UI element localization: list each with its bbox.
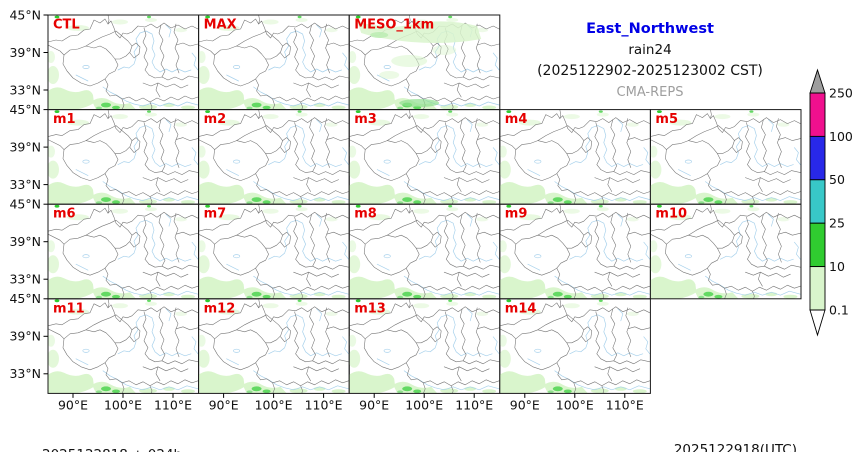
valid-period: (2025122902-2025123002 CST) [537,63,763,79]
panel-m1: m1 [47,109,200,205]
panel-label: m4 [505,112,528,127]
panel-label: MAX [204,18,237,33]
variable-title: rain24 [628,42,672,58]
y-tick-label: 45°N [9,197,41,212]
x-tick-label: 90°E [209,397,239,412]
panel-label: m2 [204,112,227,127]
y-tick-label: 45°N [9,102,41,117]
panel-m2: m2 [198,109,350,205]
colorbar-over-arrow [809,68,826,94]
init-times-block: 2025122818 + 024h 2025122902 + 024h [42,412,182,452]
x-tick-label: 100°E [405,397,443,412]
panel-m8: m8 [348,203,501,300]
y-tick-label: 33°N [9,272,41,287]
y-tick-label: 45°N [9,7,41,22]
valid-time-utc: 2025122918(UTC) [673,442,797,452]
panel-label: m11 [53,301,85,316]
panel-m14: m14 [499,298,651,394]
panel-m4: m4 [499,109,651,205]
colorbar-segment [809,222,826,268]
colorbar-under-arrow [809,309,826,337]
panel-label: m12 [204,301,236,316]
model-name: CMA-REPS [616,85,684,100]
panel-label: m8 [354,207,377,222]
y-tick-label: 39°N [9,234,41,249]
panel-m12: m12 [198,298,350,394]
x-tick-label: 100°E [104,397,142,412]
colorbar-tick-label: 25 [829,216,845,231]
panel-label: MESO_1km [354,18,434,33]
region-title: East_Northwest [586,21,714,37]
panel-CTL: CTL [47,14,200,111]
panel-label: m3 [354,112,377,127]
y-tick-label: 33°N [9,366,41,381]
colorbar-segment [809,266,826,311]
y-tick-label: 33°N [9,177,41,192]
x-tick-label: 110°E [154,397,192,412]
x-tick-label: 110°E [606,397,644,412]
panel-label: CTL [53,18,80,33]
panel-m7: m7 [198,203,350,300]
x-tick-label: 90°E [359,397,389,412]
colorbar-segment [809,179,826,224]
x-tick-label: 100°E [255,397,293,412]
panel-label: m7 [204,207,227,222]
colorbar-segment [809,135,826,181]
panel-m5: m5 [649,109,802,205]
y-tick-label: 45°N [9,291,41,306]
y-tick-label: 33°N [9,82,41,97]
panel-m13: m13 [348,298,501,394]
x-tick-label: 90°E [510,397,540,412]
colorbar-tick-label: 100 [829,129,853,144]
title-block: East_Northwest rain24 (2025122902-202512… [505,19,795,103]
colorbar-tick-label: 0.1 [829,302,849,317]
panel-MAX: MAX [198,14,350,111]
y-tick-label: 39°N [9,45,41,60]
panel-border [649,203,802,300]
y-tick-label: 39°N [9,139,41,154]
x-tick-label: 90°E [58,397,88,412]
panel-m9: m9 [499,203,651,300]
panel-m6: m6 [47,203,200,300]
panel-label: m1 [53,112,76,127]
colorbar-tick-label: 50 [829,172,845,187]
valid-times-block: 2025122918(UTC) 2025123002(CST) [600,407,797,452]
init-time-line-1: 2025122818 + 024h [42,447,182,452]
panel-label: m9 [505,207,528,222]
x-tick-label: 110°E [455,397,493,412]
panel-label: m10 [655,207,687,222]
panel-m3: m3 [348,109,501,205]
panel-m11: m11 [47,298,200,394]
panel-MESO_1km: MESO_1km [348,14,501,111]
panel-m10: m10 [649,203,802,300]
panel-label: m5 [655,112,678,127]
colorbar-segment [809,92,826,137]
x-tick-label: 100°E [556,397,594,412]
panel-label: m14 [505,301,537,316]
colorbar-tick-label: 10 [829,259,845,274]
x-tick-label: 110°E [305,397,343,412]
panel-label: m6 [53,207,76,222]
y-tick-label: 39°N [9,329,41,344]
panel-label: m13 [354,301,386,316]
colorbar-tick-label: 250 [829,85,853,100]
